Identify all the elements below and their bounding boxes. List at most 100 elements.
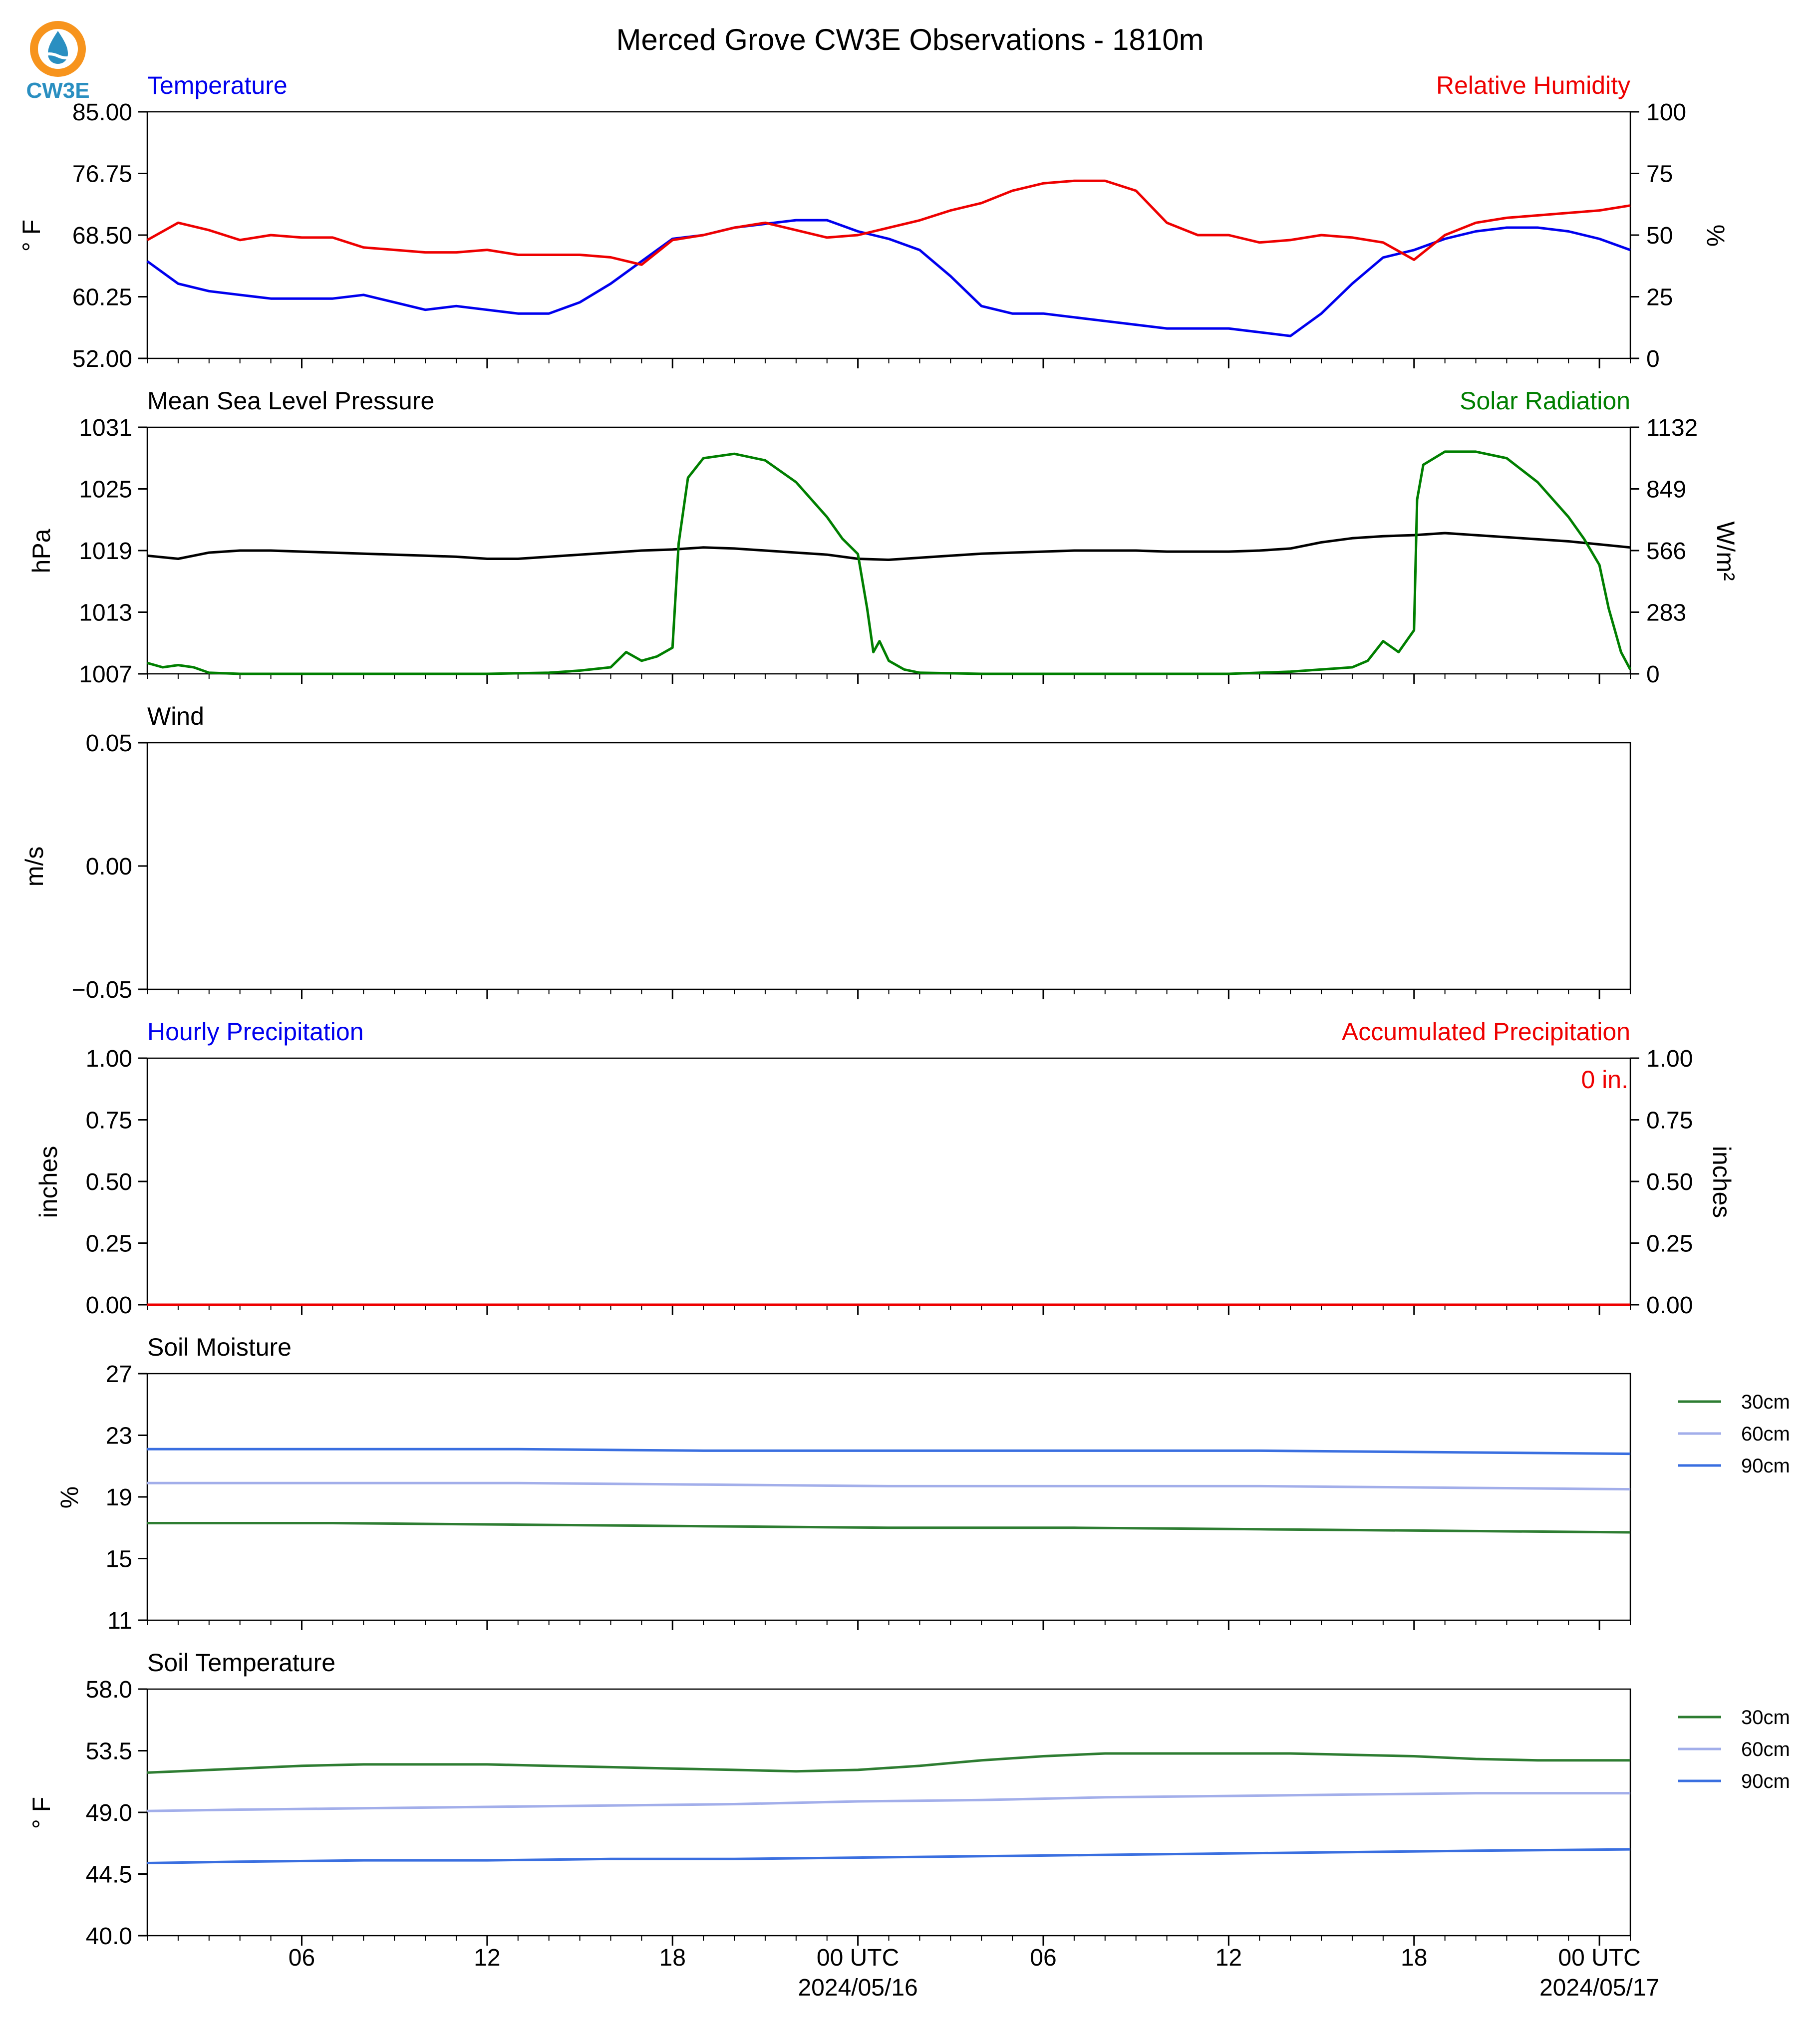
series-line-60cm [147, 1481, 1631, 1491]
panel-soil-moisture: 11 15 19 23 27 Soil Moisture % 30cm 60cm 90c… [55, 1333, 1790, 1634]
y-axis-label-left: ° F [27, 1797, 55, 1829]
y-tick-label-left: 0.05 [86, 730, 132, 757]
y-tick-label-left: 1013 [79, 600, 132, 626]
y-tick-label-left: 40.0 [86, 1923, 132, 1950]
series-line-90cm [147, 1848, 1631, 1864]
plot-area: −0.05 0.00 0.05 [72, 730, 1631, 1003]
panel-soil-temperature: 40.0 44.5 49.0 53.5 58.0 Soil Temperature ° … [27, 1649, 1790, 1950]
legend-label-30cm: 30cm [1741, 1391, 1790, 1413]
panel-title-left: Soil Moisture [147, 1333, 292, 1361]
y-tick-label-right: 50 [1646, 223, 1673, 249]
panel-temperature-humidity: 52.00 60.25 68.50 76.75 85.00 0 25 50 75 100 Temp… [17, 71, 1730, 372]
series-line-30cm [147, 1522, 1631, 1534]
y-tick-label-left: 0.00 [86, 1292, 132, 1319]
y-tick-label-left: 85.00 [72, 99, 132, 126]
y-tick-label-left: 53.5 [86, 1738, 132, 1765]
series-line-relative-humidity [146, 179, 1631, 266]
x-tick-label: 00 UTC [817, 1945, 899, 1971]
y-tick-label-right: 283 [1646, 600, 1686, 626]
x-tick-label: 12 [474, 1945, 500, 1971]
panel-title-left: Wind [147, 702, 204, 730]
legend-label-60cm: 60cm [1741, 1738, 1790, 1760]
panel-title-right: Relative Humidity [1436, 71, 1630, 99]
y-tick-label-left: 0.00 [86, 854, 132, 880]
panel-title-left: Hourly Precipitation [147, 1018, 364, 1046]
y-tick-label-right: 566 [1646, 538, 1686, 565]
x-tick-label: 06 [289, 1945, 315, 1971]
panel-precipitation: 0.00 0.25 0.50 0.75 1.00 0.00 0.25 0.50 0.75 1.00… [34, 1018, 1736, 1319]
y-axis-label-left: hPa [27, 529, 55, 573]
y-tick-label-left: 44.5 [86, 1862, 132, 1888]
y-tick-label-left: 49.0 [86, 1800, 132, 1826]
y-tick-label-left: 1007 [79, 661, 132, 688]
x-tick-label: 12 [1215, 1945, 1242, 1971]
legend: 30cm 60cm 90cm [1678, 1391, 1790, 1477]
y-tick-label-right: 0.25 [1646, 1231, 1693, 1257]
y-axis-label-left: % [55, 1486, 83, 1508]
y-tick-label-left: 68.50 [72, 223, 132, 249]
series-line-30cm [147, 1752, 1630, 1774]
series-line-solar-radiation [147, 450, 1632, 675]
x-date-label: 2024/05/16 [798, 1975, 917, 2001]
series-line-temperature [146, 219, 1631, 337]
panel-pressure-solar: 1007 1013 1019 1025 1031 0 283 566 849 1132 Mean … [27, 387, 1740, 688]
plot-area: 52.00 60.25 68.50 76.75 85.00 0 25 50 75 100 [72, 99, 1686, 372]
y-tick-label-left: 0.75 [86, 1108, 132, 1134]
panel-title-right: Accumulated Precipitation [1342, 1018, 1630, 1046]
panel-wind: −0.05 0.00 0.05 Wind m/s [20, 702, 1631, 1003]
y-tick-label-right: 1132 [1646, 415, 1698, 441]
legend-label-60cm: 60cm [1741, 1423, 1790, 1445]
y-tick-label-right: 0.75 [1646, 1108, 1693, 1134]
logo-wave-icon [40, 52, 76, 59]
series-line-mean-sea-level-pressure [147, 532, 1631, 561]
x-date-label: 2024/05/17 [1539, 1975, 1659, 2001]
y-tick-label-right: 0 [1646, 346, 1660, 372]
y-tick-label-left: 58.0 [86, 1677, 132, 1703]
chart-title: Merced Grove CW3E Observations - 1810m [616, 23, 1204, 56]
y-tick-label-left: 11 [107, 1608, 132, 1634]
logo-text: CW3E [26, 78, 89, 103]
y-axis-label-left: m/s [20, 847, 48, 887]
x-tick-label: 18 [1401, 1945, 1427, 1971]
y-axis-label-left: inches [34, 1146, 62, 1218]
y-tick-label-left: 1019 [79, 538, 132, 565]
y-tick-label-right: 0.00 [1646, 1292, 1693, 1319]
y-tick-label-left: 60.25 [72, 285, 132, 311]
panel-title-right: Solar Radiation [1460, 387, 1630, 415]
legend-label-30cm: 30cm [1741, 1707, 1790, 1729]
y-axis-label-left: ° F [17, 220, 45, 252]
y-tick-label-left: 23 [106, 1423, 132, 1449]
y-tick-label-right: 75 [1646, 161, 1673, 188]
plot-area: 1007 1013 1019 1025 1031 0 283 566 849 1132 [79, 415, 1698, 688]
y-tick-label-left: 19 [106, 1484, 132, 1511]
y-tick-label-right: 849 [1646, 477, 1686, 503]
y-tick-label-left: 1.00 [86, 1046, 132, 1072]
y-tick-label-right: 0 [1646, 661, 1660, 688]
plot-area: 11 15 19 23 27 [106, 1361, 1631, 1634]
y-tick-label-left: 1031 [79, 415, 132, 441]
x-tick-label: 06 [1030, 1945, 1056, 1971]
legend-label-90cm: 90cm [1741, 1770, 1790, 1792]
x-axis-labels: 06 12 18 00 UTC 06 12 18 00 UTC 2024/05/16 2024/0… [289, 1945, 1659, 2001]
y-tick-label-right: 25 [1646, 285, 1673, 311]
x-tick-label: 00 UTC [1558, 1945, 1640, 1971]
y-tick-label-left: 76.75 [72, 161, 132, 188]
y-tick-label-left: 0.50 [86, 1169, 132, 1195]
legend-label-90cm: 90cm [1741, 1455, 1790, 1477]
panel-title-left: Temperature [147, 71, 288, 99]
y-tick-label-left: 27 [106, 1361, 132, 1388]
cw3e-logo: CW3E [26, 21, 90, 103]
y-tick-label-left: 52.00 [72, 346, 132, 372]
y-tick-label-right: 100 [1646, 99, 1686, 126]
plot-area: 40.0 44.5 49.0 53.5 58.0 [86, 1677, 1631, 1950]
y-tick-label-right: 0.50 [1646, 1169, 1693, 1195]
y-tick-label-left: 15 [106, 1546, 132, 1573]
y-axis-label-right: W/m² [1712, 521, 1740, 580]
y-tick-label-left: 1025 [79, 477, 132, 503]
y-axis-label-right: % [1702, 225, 1730, 247]
panel-title-left: Soil Temperature [147, 1649, 335, 1677]
legend: 30cm 60cm 90cm [1678, 1707, 1790, 1792]
series-line-90cm [147, 1448, 1631, 1455]
panel-title-left: Mean Sea Level Pressure [147, 387, 434, 415]
